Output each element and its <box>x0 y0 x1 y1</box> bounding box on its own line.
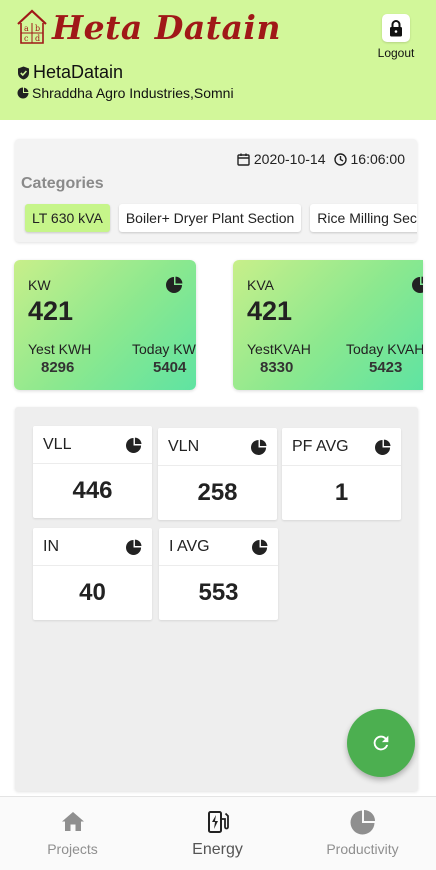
category-chip-rice-milling[interactable]: Rice Milling Section <box>310 204 417 232</box>
organization-info: Shraddha Agro Industries,Somni <box>17 85 234 101</box>
param-value: 1 <box>334 479 349 506</box>
refresh-button[interactable] <box>347 709 415 777</box>
refresh-icon[interactable] <box>370 732 392 754</box>
time-label: 16:06:00 <box>350 151 406 167</box>
bottom-navigation: Projects Energy Productivity <box>0 796 436 870</box>
logout-button[interactable]: Logout <box>374 14 418 60</box>
pie-chart-icon[interactable] <box>350 809 376 835</box>
param-card-in[interactable]: IN 40 <box>33 528 152 620</box>
pie-chart-icon <box>166 276 183 293</box>
param-value: 40 <box>79 579 106 606</box>
metric-label: KVA <box>247 277 274 293</box>
pie-chart-icon <box>126 437 142 453</box>
categories-title: Categories <box>21 175 104 192</box>
brand-mark-b: b <box>35 24 40 33</box>
date-label: 2020-10-14 <box>253 151 326 167</box>
yest-label: YestKVAH <box>247 341 311 357</box>
category-chip-boiler-dryer[interactable]: Boiler+ Dryer Plant Section <box>118 204 302 232</box>
param-value: 446 <box>72 477 113 504</box>
datetime-display: 2020-10-14 16:06:00 <box>237 151 405 167</box>
param-card-i-avg[interactable]: I AVG 553 <box>159 528 278 620</box>
pie-chart-icon <box>251 439 267 455</box>
param-label: I AVG <box>169 537 210 555</box>
param-value: 553 <box>198 579 239 606</box>
metric-label: KW <box>28 277 51 293</box>
lock-icon[interactable] <box>382 14 410 42</box>
pie-chart-icon <box>17 87 29 99</box>
pie-chart-icon <box>126 539 142 555</box>
nav-projects[interactable]: Projects <box>0 797 145 870</box>
logout-label[interactable]: Logout <box>377 46 415 60</box>
pie-chart-icon <box>252 539 268 555</box>
nav-label[interactable]: Productivity <box>326 841 399 857</box>
user-info: HetaDatain <box>17 62 123 83</box>
param-value: 258 <box>197 479 238 506</box>
param-card-vll[interactable]: VLL 446 <box>33 426 152 518</box>
yest-value: 8296 <box>41 359 75 376</box>
brand-logo-text: Heta Datain <box>52 8 281 47</box>
metric-card-kw[interactable]: KW 421 Yest KWH 8296 Today KWH 5404 <box>14 260 196 390</box>
energy-icon[interactable] <box>206 810 230 834</box>
pie-chart-icon <box>375 439 391 455</box>
calendar-icon <box>237 153 250 166</box>
nav-productivity[interactable]: Productivity <box>290 797 435 870</box>
yest-value: 8330 <box>260 359 294 376</box>
metric-value: 421 <box>247 296 293 326</box>
username-label: HetaDatain <box>33 62 124 82</box>
house-logo-icon: a b c d <box>17 9 47 44</box>
home-icon[interactable] <box>61 811 85 833</box>
brand-mark-a: a <box>24 24 29 33</box>
param-card-pf-avg[interactable]: PF AVG 1 <box>282 428 401 520</box>
category-chip-lt-630-kva[interactable]: LT 630 kVA <box>25 204 110 232</box>
today-label: Today KWH <box>132 341 196 357</box>
clock-icon <box>333 152 347 166</box>
today-value: 5404 <box>153 359 187 376</box>
metric-value: 421 <box>28 296 74 326</box>
metric-card-kva[interactable]: KVA 421 YestKVAH 8330 Today KVAH 5423 <box>233 260 423 390</box>
nav-energy[interactable]: Energy <box>145 797 290 870</box>
nav-label[interactable]: Energy <box>192 841 243 858</box>
verified-shield-icon <box>18 66 29 79</box>
app-header: a b c d Heta Datain HetaDatain Shraddha … <box>0 0 436 120</box>
param-card-vln[interactable]: VLN 258 <box>158 428 277 520</box>
brand-mark-d: d <box>35 34 40 43</box>
yest-label: Yest KWH <box>28 341 92 357</box>
pie-chart-icon <box>412 276 423 293</box>
categories-card: 2020-10-14 16:06:00 Categories LT 630 kV… <box>15 139 417 242</box>
organization-label: Shraddha Agro Industries,Somni <box>32 85 234 101</box>
today-label: Today KVAH <box>346 341 423 357</box>
category-chip-list: LT 630 kVA Boiler+ Dryer Plant Section R… <box>25 204 417 232</box>
param-label: VLN <box>168 437 200 455</box>
parameter-grid-panel: VLL 446 VLN 258 PF AVG 1 IN 40 I AVG 553 <box>15 407 418 791</box>
today-value: 5423 <box>369 359 403 376</box>
nav-label[interactable]: Projects <box>47 841 98 857</box>
param-label: PF AVG <box>292 437 349 455</box>
param-label: VLL <box>43 435 72 453</box>
param-label: IN <box>43 537 59 555</box>
brand-mark-c: c <box>24 34 29 43</box>
